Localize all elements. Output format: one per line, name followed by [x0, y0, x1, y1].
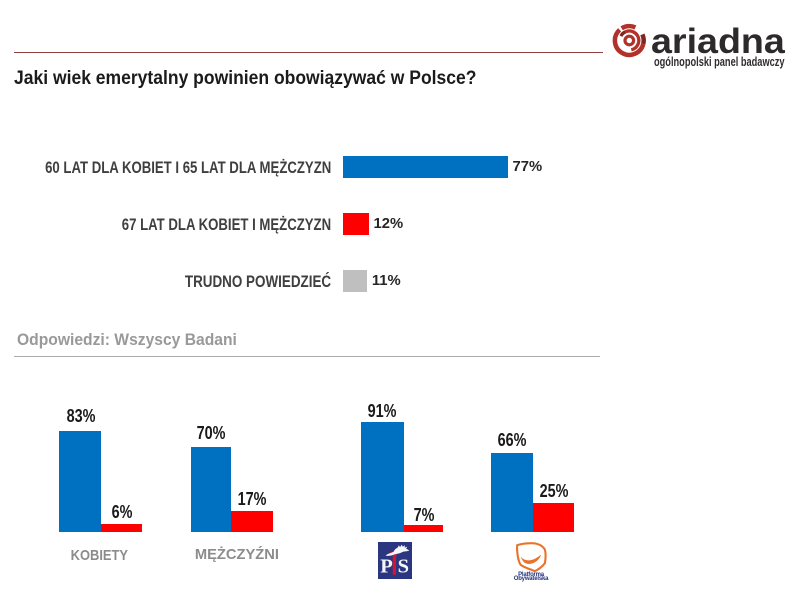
svg-text:S: S — [398, 556, 409, 578]
svg-text:P: P — [380, 556, 393, 578]
